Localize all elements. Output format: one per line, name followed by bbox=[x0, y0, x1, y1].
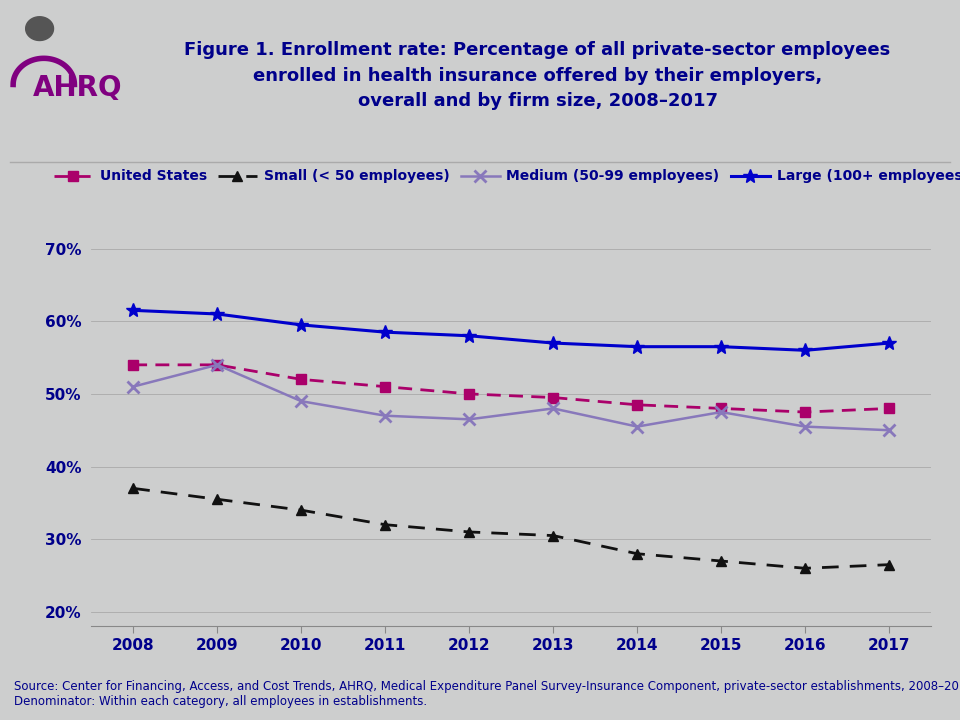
Text: AHRQ: AHRQ bbox=[33, 74, 122, 102]
Polygon shape bbox=[26, 17, 54, 40]
Text: Figure 1. Enrollment rate: Percentage of all private-sector employees
enrolled i: Figure 1. Enrollment rate: Percentage of… bbox=[184, 41, 891, 110]
Legend: United States, Small (< 50 employees), Medium (50-99 employees), Large (100+ emp: United States, Small (< 50 employees), M… bbox=[48, 164, 960, 189]
Text: Source: Center for Financing, Access, and Cost Trends, AHRQ, Medical Expenditure: Source: Center for Financing, Access, an… bbox=[14, 680, 960, 708]
